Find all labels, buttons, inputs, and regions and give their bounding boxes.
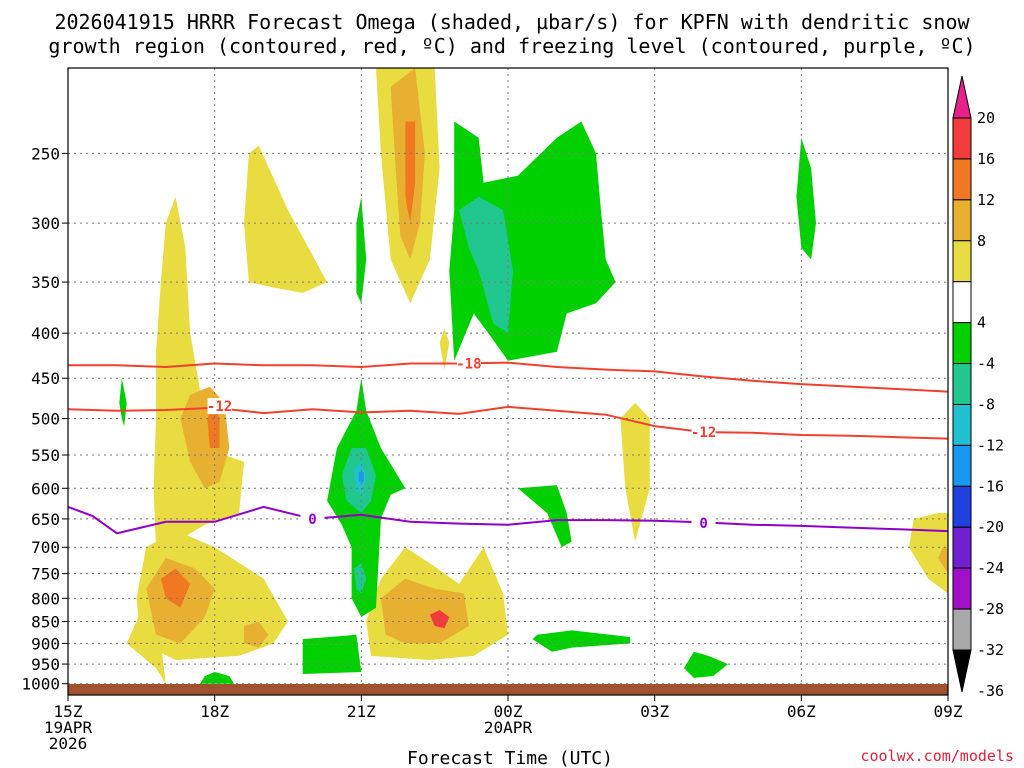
x-tick-label-15-0: 06Z bbox=[787, 702, 816, 721]
x-tick-label-9-0: 00Z bbox=[494, 702, 523, 721]
colorbar-seg-m24tom20 bbox=[952, 485, 972, 528]
colorbar-seg-4to8 bbox=[952, 240, 972, 283]
x-tick-label-6-0: 21Z bbox=[347, 702, 376, 721]
y-tick-label-700: 700 bbox=[31, 538, 60, 557]
y-tick-label-550: 550 bbox=[31, 446, 60, 465]
colorbar-seg-16to20 bbox=[952, 117, 972, 160]
omega-region-teal-upper-00z bbox=[459, 196, 513, 334]
y-tick-label-900: 900 bbox=[31, 634, 60, 653]
colorbar-label-2: 12 bbox=[977, 191, 995, 209]
x-tick-label-18-0: 09Z bbox=[934, 702, 963, 721]
x-tick-label-0-2: 2026 bbox=[49, 734, 88, 753]
colorbar-label-6: -8 bbox=[977, 395, 995, 413]
omega-region-green-box-20z bbox=[302, 634, 362, 674]
inline-contour-label-0: -12 bbox=[207, 399, 232, 415]
colorbar-seg-m12tom8 bbox=[952, 363, 972, 405]
ground-bar bbox=[68, 684, 948, 695]
colorbar-seg-m20tom16 bbox=[952, 444, 972, 487]
omega-region-yellow-small-2330z bbox=[439, 328, 450, 370]
x-tick-label-9-1: 20APR bbox=[484, 718, 533, 737]
y-tick-label-1000: 1000 bbox=[21, 675, 60, 694]
omega-region-green-05z bbox=[796, 137, 816, 260]
contour-zero-label: 0 bbox=[308, 512, 316, 528]
colorbar-label-4: 4 bbox=[977, 314, 986, 332]
y-tick-label-250: 250 bbox=[31, 144, 60, 163]
omega-region-green-04z bbox=[684, 651, 728, 678]
omega-region-teal-low-21z bbox=[354, 563, 367, 594]
colorbar-seg-12to16 bbox=[952, 158, 972, 201]
omega-region-yellow-tall-19z bbox=[244, 145, 328, 293]
contour-minus18-label-bg bbox=[456, 355, 481, 372]
colorbar-label-11: -28 bbox=[977, 600, 1004, 618]
contour-minus18 bbox=[68, 361, 949, 393]
omega-region-green-small-16z bbox=[119, 378, 127, 427]
x-axis-label: Forecast Time (UTC) bbox=[407, 748, 613, 768]
omega-region-yellow-02z bbox=[620, 402, 650, 542]
colorbar-label-12: -32 bbox=[977, 641, 1004, 659]
inline-label-bg-1 bbox=[691, 514, 716, 531]
colorbar-seg-neutral bbox=[952, 281, 972, 324]
colorbar-seg-m28tom24 bbox=[952, 526, 972, 569]
temperature-contours: -18 -12 0 -12 0 bbox=[67, 355, 949, 535]
colorbar-label-5: -4 bbox=[977, 355, 995, 373]
y-tick-label-350: 350 bbox=[31, 273, 60, 292]
chart-title-line-1: 2026041915 HRRR Forecast Omega (shaded, … bbox=[54, 10, 970, 34]
contour-zero-label-bg bbox=[300, 510, 325, 527]
x-tick-label-0-1: 19APR bbox=[44, 718, 93, 737]
omega-region-orange-core-22z bbox=[405, 121, 416, 224]
plot-area: -18 -12 0 -12 0 bbox=[67, 67, 949, 696]
inline-contour-label-1: 0 bbox=[699, 516, 707, 532]
y-tick-label-450: 450 bbox=[31, 369, 60, 388]
omega-region-orange-small-19z bbox=[244, 621, 269, 648]
y-tick-label-600: 600 bbox=[31, 479, 60, 498]
omega-region-orange-right-edge bbox=[938, 547, 948, 574]
colorbar-label-9: -20 bbox=[977, 518, 1004, 536]
contour-zero bbox=[67, 505, 949, 535]
colorbar-label-3: 8 bbox=[977, 232, 986, 250]
omega-region-green-0130z bbox=[532, 630, 631, 652]
y-tick-label-500: 500 bbox=[31, 410, 60, 429]
colorbar-seg-m36tom32 bbox=[952, 608, 972, 651]
colorbar-seg-m32tom28 bbox=[952, 567, 972, 610]
colorbar-label-1: 16 bbox=[977, 150, 995, 168]
y-tick-label-750: 750 bbox=[31, 565, 60, 584]
y-tick-label-950: 950 bbox=[31, 655, 60, 674]
colorbar-label-0: 20 bbox=[977, 109, 995, 127]
y-tick-label-650: 650 bbox=[31, 510, 60, 529]
colorbar-bottom-arrow bbox=[952, 649, 972, 693]
colorbar-label-8: -16 bbox=[977, 477, 1004, 495]
y-tick-label-300: 300 bbox=[31, 214, 60, 233]
omega-region-red-core-mid-left bbox=[207, 402, 220, 448]
colorbar-seg-m8tom4 bbox=[952, 322, 972, 365]
contour-minus12-label-bg bbox=[691, 424, 716, 441]
omega-region-green-small-18z bbox=[200, 672, 235, 684]
colorbar-label-13: -36 bbox=[977, 682, 1004, 700]
omega-region-green-01z bbox=[517, 485, 572, 548]
inline-label-bg-0 bbox=[207, 398, 232, 415]
colorbar-label-7: -12 bbox=[977, 436, 1004, 454]
x-tick-label-12-0: 03Z bbox=[640, 702, 669, 721]
x-tick-label-3-0: 18Z bbox=[200, 702, 229, 721]
contour-minus12-label: -12 bbox=[691, 425, 716, 441]
omega-region-orange-low-22z bbox=[380, 578, 469, 644]
colorbar-seg-8to12 bbox=[952, 199, 972, 242]
colorbar-seg-m16tom12 bbox=[952, 403, 972, 446]
chart-title-line-2: growth region (contoured, red, ºC) and f… bbox=[48, 34, 975, 58]
y-tick-label-400: 400 bbox=[31, 324, 60, 343]
credit-text: coolwx.com/models bbox=[860, 747, 1014, 765]
colorbar-top-arrow bbox=[952, 75, 972, 119]
x-tick-label-0-0: 15Z bbox=[54, 702, 83, 721]
omega-region-red-low-23z bbox=[429, 610, 450, 629]
contour-minus18-label: -18 bbox=[456, 356, 481, 372]
y-tick-label-850: 850 bbox=[31, 613, 60, 632]
y-tick-label-800: 800 bbox=[31, 589, 60, 608]
omega-shading bbox=[119, 68, 948, 684]
colorbar: 20 16 12 8 4 -4 -8 -12 -16 -20 -24 -28 -32 -36 bbox=[952, 75, 1004, 700]
colorbar-label-10: -24 bbox=[977, 559, 1004, 577]
